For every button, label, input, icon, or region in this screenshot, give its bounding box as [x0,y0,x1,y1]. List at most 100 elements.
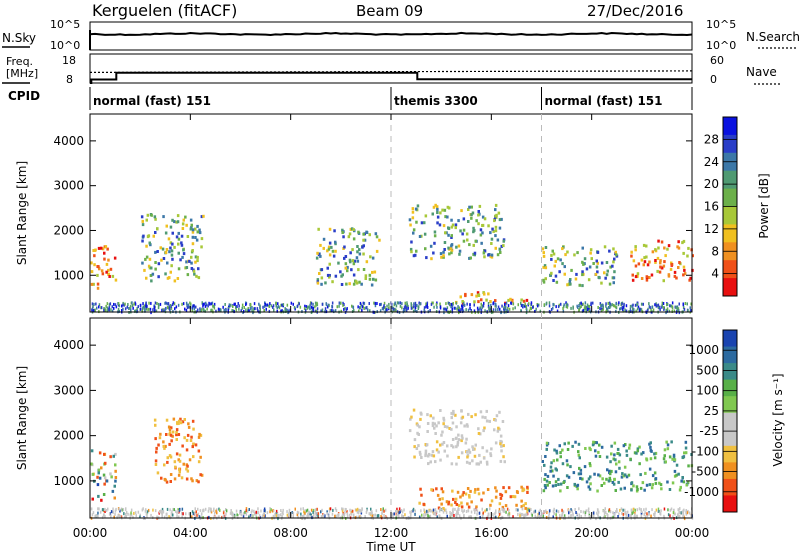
ground-scatter-cell [194,507,196,511]
scatter-cell [436,207,439,211]
scatter-cell [343,256,346,260]
scatter-cell [485,298,488,302]
scatter-cell [160,258,163,262]
scatter-cell [357,268,360,272]
scatter-cell [522,488,526,492]
scatter-cell [549,469,552,473]
ground-scatter-cell [316,307,319,311]
scatter-cell [461,436,464,440]
ground-scatter-cell [439,507,441,511]
scatter-cell [93,263,96,267]
scatter-cell [463,424,466,428]
ground-scatter-cell [617,303,620,307]
ground-scatter-cell [248,515,250,519]
ground-scatter-cell [312,309,314,313]
scatter-cell [180,234,184,238]
ground-scatter-cell [540,514,543,518]
ground-scatter-cell [312,302,314,306]
ground-scatter-cell [121,508,124,512]
scatter-cell [169,433,173,437]
scatter-cell [439,211,442,215]
scatter-cell [494,234,497,238]
ground-scatter-cell [678,510,680,514]
scatter-cell [158,436,162,440]
scatter-cell [168,250,171,254]
ground-scatter-cell [286,510,288,514]
ground-scatter-cell [181,511,183,515]
ground-scatter-cell [251,509,253,513]
ground-scatter-cell [358,309,360,313]
ground-scatter-cell [129,513,131,517]
ground-scatter-cell [411,306,414,310]
scatter-cell [561,247,564,251]
ground-scatter-cell [208,507,210,511]
scatter-cell [642,263,645,267]
scatter-cell [327,245,331,249]
ground-scatter-cell [450,512,453,516]
ground-scatter-cell [607,309,609,313]
scatter-cell [478,204,482,208]
scatter-cell [664,254,667,258]
ground-scatter-cell [658,509,660,513]
ground-scatter-cell [635,514,637,518]
scatter-cell [640,277,644,280]
scatter-cell [441,497,444,501]
ground-scatter-cell [621,511,623,515]
noise-tick-bottom-right: 10^0 [706,39,736,52]
ground-scatter-cell [340,301,342,305]
ground-scatter-cell [376,302,378,305]
scatter-cell [420,234,423,238]
ground-scatter-cell [634,511,636,515]
ground-scatter-cell [222,305,224,309]
ground-scatter-cell [630,513,633,517]
scatter-cell [364,277,367,280]
scatter-cell [181,222,185,226]
scatter-cell [589,482,592,486]
ground-scatter-cell [438,509,441,513]
ground-scatter-cell [129,305,132,309]
ground-scatter-cell [455,513,457,517]
scatter-cell [352,228,355,232]
scatter-cell [111,489,115,493]
scatter-cell [410,415,413,419]
ground-scatter-cell [242,512,245,516]
ground-scatter-cell [125,514,127,518]
scatter-cell [541,247,545,251]
scatter-cell [569,282,572,286]
ground-scatter-cell [476,512,478,516]
scatter-cell [447,502,450,506]
ground-scatter-cell [395,509,397,513]
ground-scatter-cell [555,513,557,517]
scatter-cell [114,476,118,479]
ground-scatter-cell [555,305,557,309]
scatter-cell [474,239,477,243]
scatter-cell [496,238,500,242]
scatter-cell [466,455,469,459]
ground-scatter-cell [256,511,258,515]
x-tick-label: 08:00 [273,526,308,540]
scatter-cell [487,224,490,228]
ground-scatter-cell [173,302,176,306]
ground-scatter-cell [363,301,366,305]
ground-scatter-cell [457,305,459,309]
ground-scatter-cell [670,304,672,308]
ground-scatter-cell [524,302,526,306]
scatter-cell [477,294,481,297]
ground-scatter-cell [467,308,470,312]
scatter-cell [439,443,442,447]
ground-scatter-cell [120,515,123,519]
scatter-cell [460,209,463,213]
ground-scatter-cell [280,309,282,313]
scatter-cell [155,446,158,450]
scatter-cell [615,462,618,466]
scatter-cell [92,249,95,252]
ground-scatter-cell [584,513,586,517]
scatter-cell [165,433,168,436]
scatter-cell [168,454,172,458]
scatter-cell [579,468,583,472]
scatter-cell [186,464,189,468]
scatter-cell [500,493,504,497]
ground-scatter-cell [240,309,242,313]
ground-scatter-cell [207,509,210,513]
ground-scatter-cell [275,509,278,513]
